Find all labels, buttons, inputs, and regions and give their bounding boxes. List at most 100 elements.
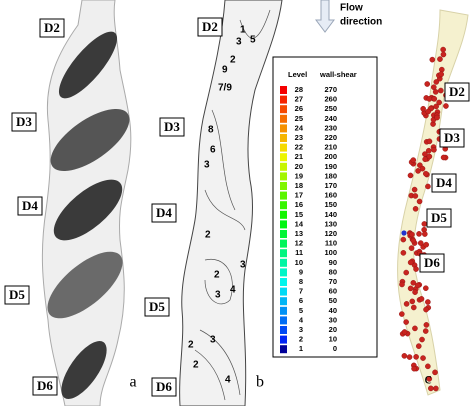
label-box — [11, 112, 37, 132]
particle — [410, 280, 417, 286]
label-box — [197, 17, 223, 37]
particle — [426, 138, 433, 145]
label-box — [151, 203, 177, 223]
legend-swatch — [280, 220, 287, 229]
legend-value: 270 — [324, 85, 337, 94]
region-label: D6 — [424, 255, 440, 270]
particle — [412, 193, 419, 199]
legend-value: 260 — [324, 95, 337, 104]
particle — [408, 245, 415, 251]
particle — [425, 183, 431, 190]
legend-level: 19 — [295, 171, 303, 180]
particle — [411, 186, 418, 193]
particle — [440, 154, 447, 161]
particle — [438, 87, 444, 94]
legend-value: 230 — [324, 123, 337, 132]
legend-level: 1 — [299, 344, 303, 353]
particle — [412, 289, 418, 295]
region-label: D2 — [44, 20, 60, 35]
region-label: D3 — [164, 119, 180, 134]
label-box — [39, 18, 65, 38]
legend-level: 28 — [295, 85, 303, 94]
particle — [433, 103, 439, 110]
particle — [422, 328, 429, 334]
particle — [443, 103, 449, 109]
particle — [407, 259, 414, 266]
label-box — [151, 377, 177, 397]
legend-swatch — [280, 191, 287, 200]
contour-label: 4 — [225, 375, 231, 386]
particle — [438, 71, 445, 78]
legend-swatch — [280, 230, 287, 238]
particle — [413, 354, 419, 360]
legend-level: 10 — [295, 258, 303, 267]
legend-swatch — [280, 268, 287, 277]
legend-swatch — [280, 134, 287, 142]
particle — [422, 231, 428, 237]
legend-level: 9 — [299, 267, 303, 276]
particle — [403, 319, 409, 325]
legend-box — [272, 56, 378, 358]
legend-value: 210 — [324, 143, 337, 152]
legend-level: 20 — [295, 162, 303, 171]
region-label: D6 — [156, 379, 172, 394]
particle — [423, 241, 430, 248]
particle — [415, 168, 421, 174]
legend-value: 120 — [324, 229, 337, 238]
legend-swatch — [280, 153, 287, 162]
legend-value: 160 — [324, 191, 337, 200]
legend-value: 250 — [324, 104, 337, 113]
legend-value: 190 — [324, 162, 337, 171]
legend-level: 8 — [299, 277, 303, 286]
particle — [410, 304, 417, 311]
particle — [414, 282, 421, 289]
contour-label: 9 — [222, 65, 228, 76]
particle — [425, 363, 431, 370]
legend-level: 2 — [299, 335, 303, 344]
particle — [410, 237, 417, 244]
legend-swatch — [280, 258, 287, 267]
legend-value: 20 — [329, 325, 337, 334]
label-box — [17, 196, 43, 216]
label-box — [419, 253, 445, 273]
legend-swatch — [280, 124, 287, 133]
legend-swatch — [280, 249, 287, 258]
contour-label: 5 — [250, 35, 256, 46]
particle — [423, 170, 429, 177]
particle — [419, 165, 426, 172]
legend-value: 10 — [329, 335, 337, 344]
particle — [399, 281, 405, 288]
particle — [418, 296, 425, 302]
legend-level: 5 — [299, 306, 303, 315]
legend-level: 6 — [299, 296, 303, 305]
particle — [413, 266, 419, 272]
region-label: D6 — [37, 378, 53, 393]
legend-level: 25 — [295, 114, 303, 123]
particle — [401, 230, 407, 236]
particle — [403, 301, 410, 307]
particle — [426, 96, 433, 102]
particle — [429, 56, 436, 63]
particle — [412, 325, 418, 332]
particle — [401, 329, 408, 335]
legend-value: 80 — [329, 267, 337, 276]
particle — [434, 114, 440, 121]
legend-level: 14 — [295, 219, 304, 228]
contour-label: 4 — [230, 285, 236, 296]
legend-header: Level — [288, 70, 307, 79]
legend-value: 220 — [324, 133, 337, 142]
contour-label: 2 — [205, 230, 211, 241]
label-box — [159, 117, 185, 137]
legend-value: 60 — [329, 287, 337, 296]
legend-header: wall-shear — [319, 70, 357, 79]
region-label: D5 — [431, 210, 447, 225]
legend-swatch — [280, 162, 287, 171]
particle — [416, 231, 422, 237]
particle — [400, 236, 407, 243]
contour-label: 3 — [210, 335, 216, 346]
particle — [420, 105, 426, 112]
particle — [406, 354, 413, 360]
particle — [425, 147, 432, 154]
legend-level: 24 — [295, 123, 304, 132]
region-label: D5 — [149, 299, 165, 314]
